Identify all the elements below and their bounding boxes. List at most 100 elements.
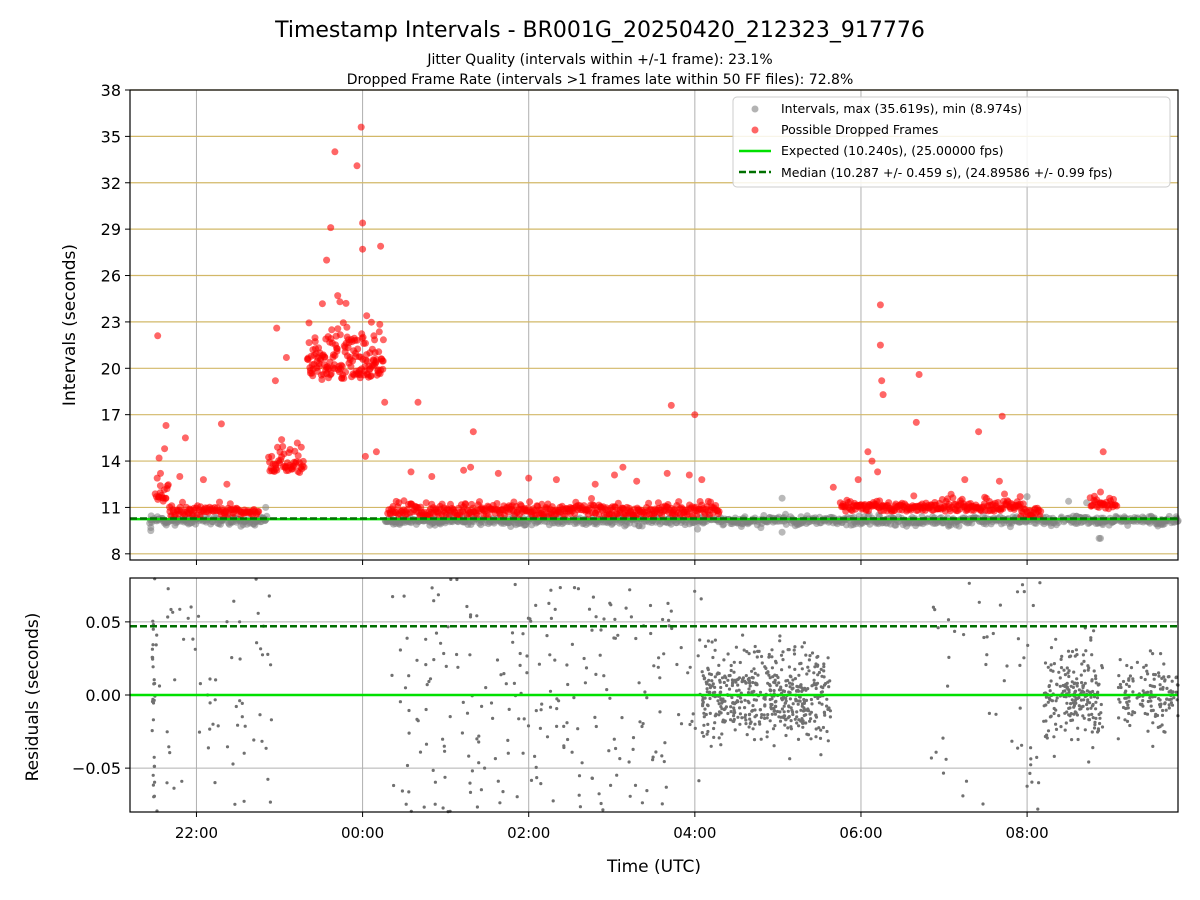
residual-point	[800, 717, 804, 721]
dropped-frame-point	[347, 363, 355, 371]
residual-point	[465, 711, 470, 715]
residual-point	[424, 742, 429, 746]
residual-point	[768, 676, 772, 680]
residual-point	[424, 637, 428, 641]
residual-point	[540, 702, 544, 706]
residual-point	[242, 799, 246, 803]
residual-point	[1141, 699, 1145, 703]
residual-point	[775, 683, 779, 687]
residual-point	[1125, 719, 1130, 724]
residual-point	[777, 715, 781, 719]
residual-point	[777, 681, 781, 685]
residual-point	[436, 593, 440, 597]
intervals-y-tick-label: 38	[101, 81, 121, 100]
intervals-y-tick-label: 23	[101, 313, 121, 332]
residual-point	[784, 699, 788, 703]
residual-point	[729, 663, 733, 668]
residual-point	[774, 704, 778, 709]
residual-point	[791, 710, 795, 714]
residual-point	[1082, 669, 1087, 673]
residual-point	[506, 738, 510, 743]
dropped-frame-point	[342, 368, 349, 376]
dropped-frame-point	[376, 320, 384, 328]
residual-point	[648, 603, 653, 608]
residual-point	[727, 687, 732, 691]
residual-point	[1081, 653, 1085, 657]
residual-point	[1072, 704, 1076, 708]
residual-point	[757, 720, 762, 724]
residual-point	[760, 661, 764, 665]
residual-point	[236, 723, 240, 727]
residual-point	[784, 718, 788, 722]
residual-point	[1055, 696, 1059, 700]
residual-point	[1145, 669, 1149, 673]
residual-point	[773, 712, 778, 716]
residual-point	[677, 713, 681, 717]
residual-point	[1158, 703, 1162, 707]
residual-point	[513, 582, 517, 587]
residual-point	[789, 725, 793, 729]
residual-point	[814, 735, 818, 739]
chart-subtitle-jitter: Jitter Quality (intervals within +/-1 fr…	[426, 52, 772, 68]
residual-point	[1022, 590, 1026, 594]
residual-point	[1127, 711, 1131, 716]
residual-point	[819, 753, 823, 757]
residual-point	[231, 762, 235, 766]
dropped-frame-point	[338, 362, 346, 370]
residual-point	[602, 617, 606, 621]
residual-point	[1089, 695, 1093, 699]
residual-point	[693, 589, 697, 593]
residuals-panel: 0.05 0.00 −0.05 22:00 00:00 02:00 04:00 06:00 0…	[23, 577, 1180, 877]
residual-point	[578, 805, 583, 809]
residual-point	[707, 678, 711, 682]
residual-point	[664, 785, 668, 789]
residual-point	[739, 696, 743, 700]
time-x-tick-label: 00:00	[341, 824, 384, 842]
residual-point	[808, 654, 812, 658]
dropped-frame-point	[357, 123, 365, 131]
residual-point	[1069, 712, 1073, 716]
residual-point	[1054, 727, 1059, 732]
residual-point	[767, 652, 771, 657]
residual-point	[716, 699, 720, 703]
intervals-y-tick-label: 11	[101, 498, 121, 517]
dropped-frame-point	[407, 468, 415, 476]
residual-point	[1157, 674, 1161, 678]
residual-point	[788, 697, 793, 701]
residual-point	[796, 737, 801, 742]
residual-point	[631, 736, 636, 740]
residual-point	[772, 744, 776, 748]
residual-point	[1091, 703, 1095, 707]
residual-point	[529, 778, 534, 783]
residual-point	[151, 783, 155, 787]
residual-point	[153, 681, 157, 686]
residual-point	[1037, 781, 1041, 785]
residual-point	[778, 634, 782, 638]
residual-point	[770, 655, 774, 659]
residual-point	[415, 717, 419, 722]
residual-point	[800, 689, 804, 694]
residual-point	[269, 663, 273, 667]
residual-point	[1079, 673, 1083, 677]
residual-point	[1158, 683, 1162, 687]
residual-point	[708, 696, 712, 701]
residual-point	[1146, 672, 1150, 676]
intervals-panel: 8 11 14 17 20 23 26 29 32 35 38 Intervals (seconds…	[60, 81, 1182, 565]
dropped-frame-point	[278, 436, 286, 444]
residual-point	[193, 647, 197, 651]
residual-point	[750, 669, 754, 673]
residual-point	[1060, 654, 1064, 659]
residual-point	[1075, 681, 1079, 685]
interval-point	[262, 503, 270, 511]
residual-point	[180, 779, 184, 783]
residual-point	[770, 712, 774, 716]
dropped-frame-point	[363, 312, 371, 320]
residual-point	[533, 754, 537, 759]
residual-point	[268, 800, 272, 804]
residual-point	[1157, 671, 1161, 675]
residual-point	[929, 756, 934, 760]
residual-point	[1083, 681, 1087, 685]
residual-point	[455, 652, 459, 657]
residual-point	[1049, 663, 1053, 667]
residual-point	[1063, 673, 1067, 677]
